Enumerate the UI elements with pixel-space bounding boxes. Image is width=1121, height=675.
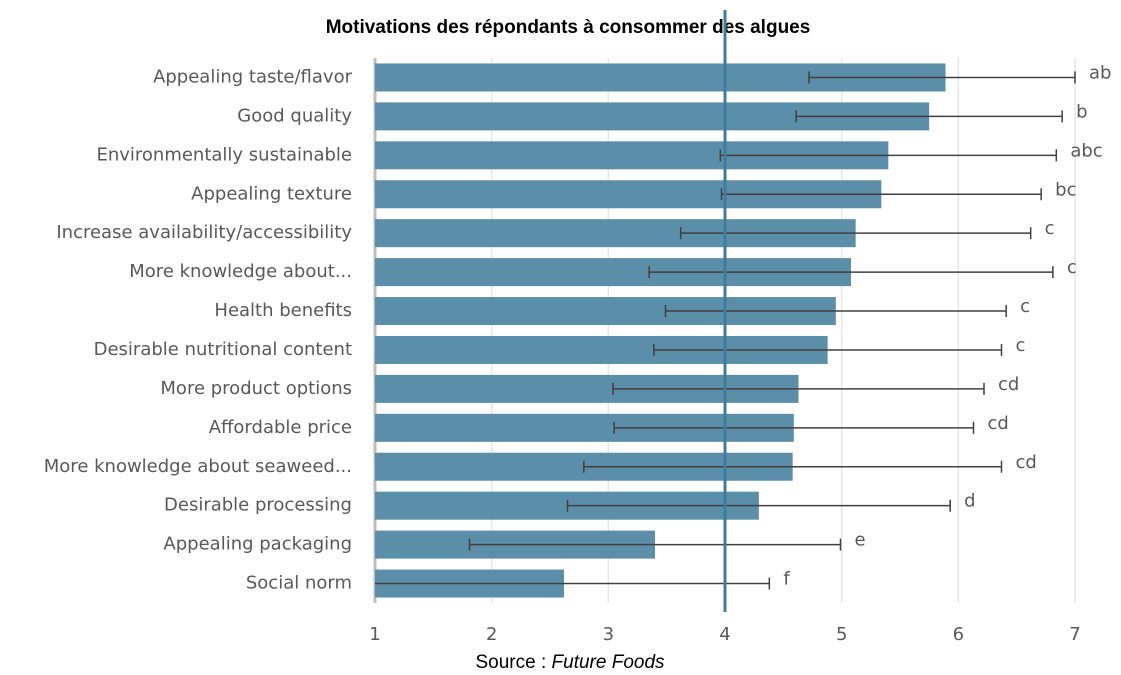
- error-bar: [795, 110, 1063, 123]
- x-tick-label: 1: [369, 624, 380, 645]
- source: Source : Future Foods: [475, 652, 665, 673]
- y-tick-label: Appealing taste/flavor: [153, 66, 353, 87]
- group-label: cd: [1016, 452, 1037, 473]
- y-tick-label: Health benefits: [214, 300, 352, 321]
- error-bar: [648, 266, 1054, 279]
- group-label: c: [1067, 257, 1077, 278]
- y-tick-label: Desirable processing: [164, 495, 352, 516]
- error-bar: [566, 499, 951, 512]
- group-label: abc: [1070, 140, 1102, 161]
- group-label: d: [964, 491, 975, 512]
- y-tick-label: Environmentally sustainable: [96, 144, 352, 165]
- error-bar: [375, 577, 771, 590]
- y-tick-label: Appealing texture: [191, 183, 352, 204]
- group-label: cd: [988, 413, 1009, 434]
- x-tick-label: 7: [1069, 624, 1080, 645]
- group-label: bc: [1055, 179, 1076, 200]
- y-tick-label: Desirable nutritional content: [94, 339, 352, 360]
- y-tick-label: Affordable price: [209, 417, 352, 438]
- error-bar: [664, 305, 1007, 318]
- error-bar: [468, 538, 842, 551]
- x-tick-label: 6: [953, 624, 964, 645]
- y-tick-label: More product options: [160, 378, 352, 399]
- source-name: Future Foods: [552, 652, 665, 673]
- error-bar: [679, 227, 1032, 240]
- x-tick-label: 3: [603, 624, 614, 645]
- x-tick-label: 4: [719, 624, 730, 645]
- source-prefix: Source :: [475, 652, 546, 673]
- y-tick-label: Good quality: [237, 105, 352, 126]
- group-label: c: [1045, 218, 1055, 239]
- error-bar: [653, 343, 1003, 356]
- error-bar: [808, 71, 1076, 84]
- group-label: ab: [1089, 62, 1111, 83]
- group-label: c: [1016, 335, 1026, 356]
- error-bar: [612, 382, 985, 395]
- y-tick-label: Appealing packaging: [163, 534, 352, 555]
- x-tick-label: 2: [486, 624, 497, 645]
- y-tick-label: Increase availability/accessibility: [56, 222, 352, 243]
- error-bar: [613, 421, 975, 434]
- error-bar: [719, 149, 1058, 162]
- error-bar: [720, 188, 1042, 201]
- error-bar: [583, 460, 1003, 473]
- group-label: cd: [998, 374, 1019, 395]
- y-tick-label: Social norm: [246, 573, 352, 594]
- y-tick-label: More knowledge about seaweed...: [44, 456, 352, 477]
- group-label: f: [783, 569, 790, 590]
- y-tick-label: More knowledge about...: [129, 261, 352, 282]
- group-label: b: [1076, 101, 1087, 122]
- x-tick-label: 5: [836, 624, 847, 645]
- group-label: c: [1020, 296, 1030, 317]
- chart-title: Motivations des répondants à consommer d…: [326, 17, 811, 38]
- group-label: e: [855, 530, 866, 551]
